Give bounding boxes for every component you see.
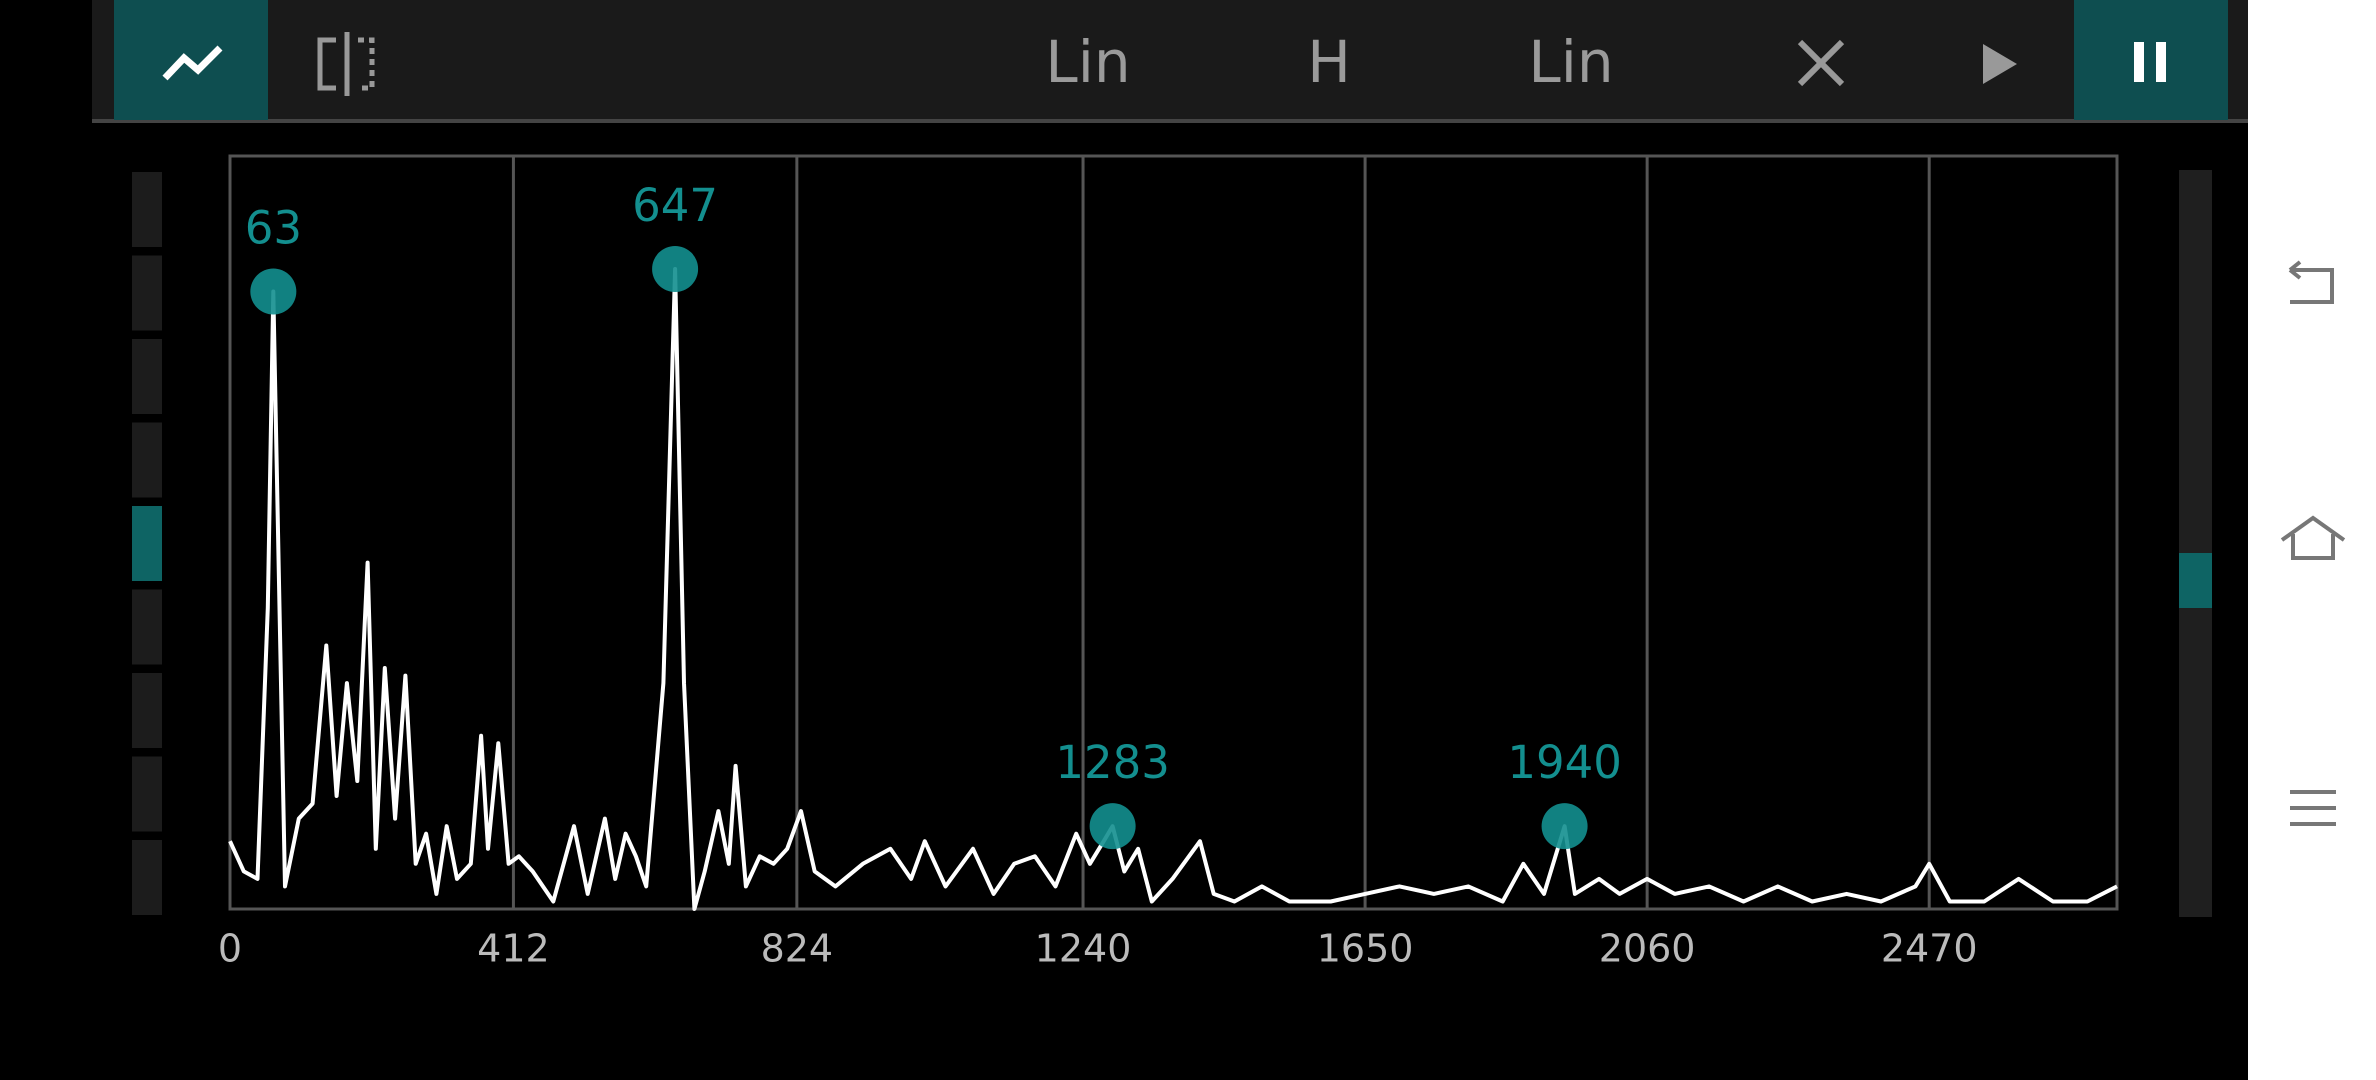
spectrum-line [228,267,2118,911]
toolbar [92,0,2248,120]
scrollbar-thumb[interactable] [2179,553,2212,608]
background [0,0,2248,1080]
level-segment [132,756,162,832]
x-tick-label: 1650 [1317,927,1414,971]
peak-label: 1940 [1507,736,1622,789]
back-button[interactable] [2288,260,2334,304]
x-tick-label: 2470 [1881,927,1978,971]
level-segment [132,506,162,581]
plot: 0 412 824 1240 1650 2060 2470 63 647 1283 1940 [218,154,2119,971]
level-segment [132,589,162,665]
pause-button[interactable] [2074,0,2228,120]
menu-button[interactable] [2290,790,2336,826]
peak-marker [1089,803,1136,850]
level-segment [132,673,162,748]
x-tick-label: 412 [477,927,550,971]
level-indicator [132,172,162,915]
pause-icon [2156,42,2166,82]
pause-icon [2134,42,2144,82]
peak-marker [652,245,699,292]
x-tick-label: 0 [218,927,242,971]
nav-bar [2248,0,2376,1080]
scrollbar [2179,170,2212,917]
x-tick-label: 824 [761,927,834,971]
level-segment [132,339,162,414]
graph-icon [162,45,223,81]
peak-label: 63 [245,202,302,255]
split-button[interactable] [317,32,375,96]
peak-marker [1541,803,1588,850]
level-segment [132,840,162,915]
peak-label: 1283 [1055,736,1170,789]
level-segment [132,255,162,331]
x-tick-label: 2060 [1599,927,1696,971]
mode-button[interactable]: H [1307,28,1351,96]
play-button[interactable] [1983,44,2017,84]
x-tick-label: 1240 [1035,927,1132,971]
x-scale-button[interactable]: Lin [1045,28,1130,96]
peak-marker [250,268,297,315]
level-segment [132,422,162,498]
peak-label: 647 [632,179,718,232]
home-button[interactable] [2280,515,2346,560]
level-segment [132,172,162,247]
y-scale-button[interactable]: Lin [1528,28,1613,96]
close-button[interactable] [1797,39,1845,87]
